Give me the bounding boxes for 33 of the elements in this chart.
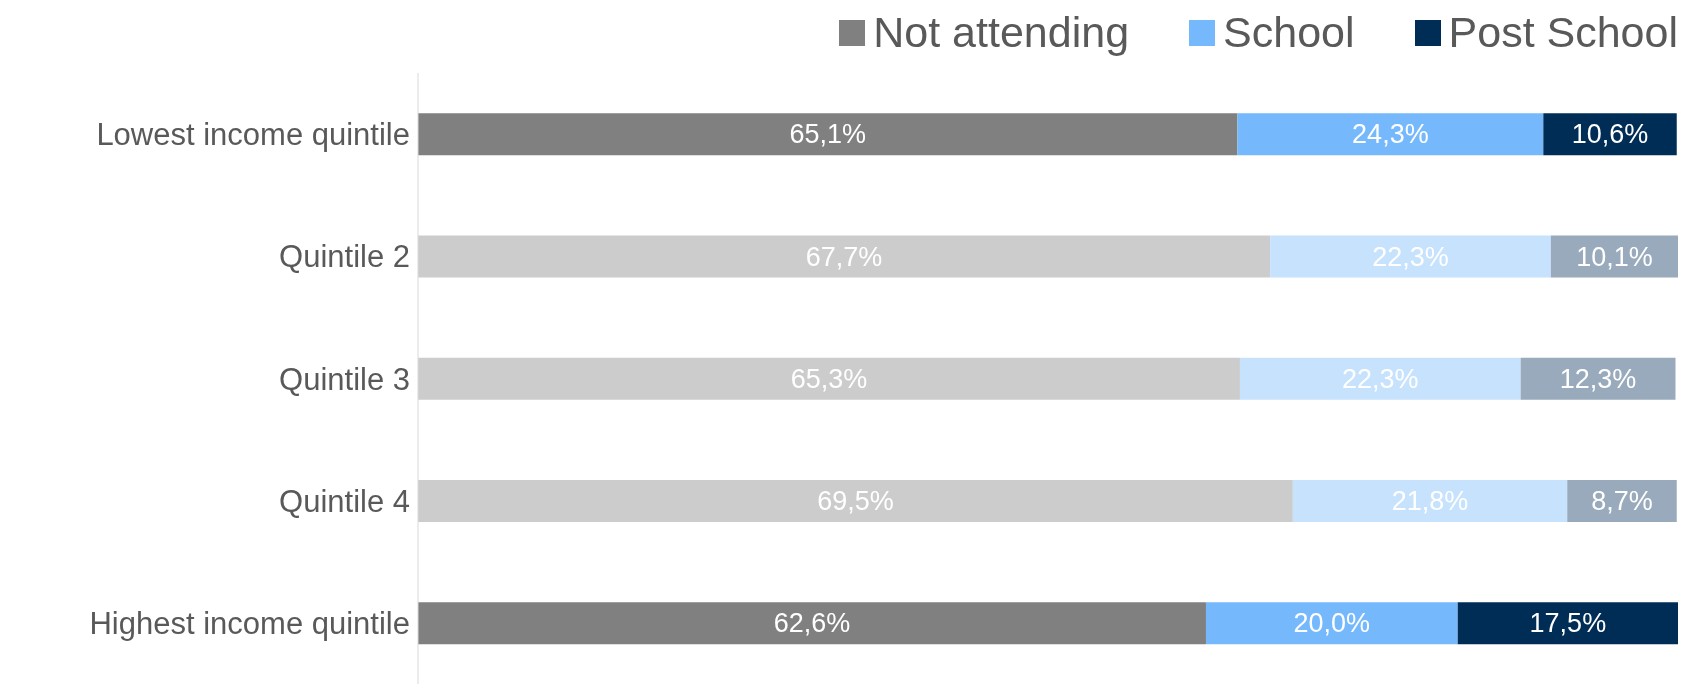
bar [1567, 479, 1677, 522]
bar [418, 113, 1238, 156]
legend-label: Post School [1448, 8, 1678, 57]
bar [418, 357, 1240, 400]
bar [418, 602, 1206, 645]
data-label: 21,8% [1391, 485, 1469, 516]
y-tick-label: Quintile 4 [279, 483, 410, 519]
data-label: 22,3% [1342, 363, 1419, 394]
bar [1237, 113, 1544, 156]
data-label: 20,0% [1293, 608, 1371, 639]
data-label: 62,6% [773, 608, 851, 639]
y-tick-label: Lowest income quintile [96, 117, 410, 153]
data-label: 10,1% [1576, 241, 1653, 272]
bar [1270, 235, 1551, 278]
bar [418, 479, 1293, 522]
data-label: 17,5% [1529, 608, 1607, 639]
bar [1292, 479, 1568, 522]
bar [1239, 357, 1521, 400]
y-tick-label: Quintile 2 [279, 239, 410, 275]
bar [418, 235, 1271, 278]
legend-label: School [1223, 8, 1355, 57]
bar [1205, 602, 1458, 645]
bar [1457, 602, 1678, 645]
data-label: 10,6% [1571, 119, 1649, 150]
y-tick-label: Highest income quintile [89, 605, 410, 641]
y-tick-label: Quintile 3 [279, 361, 410, 397]
data-label: 22,3% [1372, 241, 1449, 272]
bar [1520, 357, 1676, 400]
data-label: 65,1% [789, 119, 866, 150]
data-label: 12,3% [1559, 363, 1637, 394]
data-label: 8,7% [1591, 485, 1653, 516]
legend-label: Not attending [873, 8, 1130, 57]
data-label: 24,3% [1352, 119, 1429, 150]
